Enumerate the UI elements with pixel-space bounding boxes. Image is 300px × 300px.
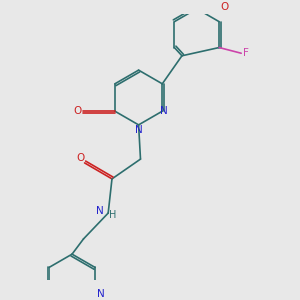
Text: F: F	[243, 48, 249, 58]
Text: H: H	[109, 210, 116, 220]
Text: N: N	[160, 106, 168, 116]
Text: N: N	[135, 125, 142, 135]
Text: O: O	[220, 2, 228, 12]
Text: O: O	[77, 153, 85, 163]
Text: N: N	[96, 206, 104, 216]
Text: O: O	[74, 106, 82, 116]
Text: N: N	[97, 289, 105, 299]
